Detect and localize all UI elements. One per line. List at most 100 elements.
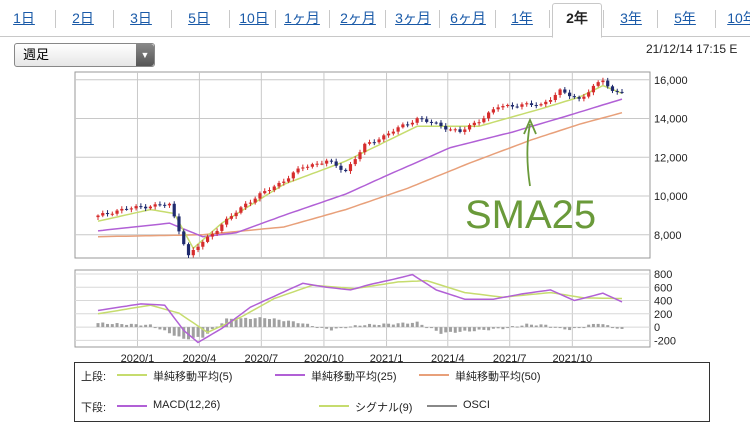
legend-lower-item-0: MACD(12,26) (153, 399, 221, 411)
candle-body (172, 203, 176, 217)
osci-bar (196, 327, 200, 337)
candle-body (429, 121, 434, 123)
osci-bar (206, 327, 210, 334)
osci-bar (472, 327, 476, 332)
price-y-tick-label: 10,000 (654, 191, 688, 203)
osci-bar (406, 323, 410, 328)
candle-body (520, 104, 524, 107)
candle-body (501, 106, 505, 108)
candle-body (548, 100, 553, 102)
osci-bar (453, 327, 457, 333)
candle-body (620, 91, 624, 93)
candle-body (363, 143, 367, 153)
tab-6[interactable]: 2ヶ月 (340, 10, 376, 26)
tab-separator (171, 10, 172, 28)
osci-bar (601, 324, 605, 328)
macd-y-tick-label: 400 (654, 296, 672, 308)
osci-bar (610, 327, 614, 329)
chart-legend: 上段: 下段: 単純移動平均(5) 単純移動平均(25) 単純移動平均(50) MACD(… (74, 362, 710, 422)
osci-bar (434, 327, 438, 331)
candle-body (382, 135, 386, 140)
tab-7[interactable]: 3ヶ月 (395, 10, 431, 26)
candle-body (210, 233, 214, 237)
osci-bar (348, 326, 352, 328)
osci-bar (382, 323, 386, 328)
legend-line-upper-0 (117, 374, 147, 376)
osci-bar (444, 327, 448, 333)
tab-5[interactable]: 1ヶ月 (284, 10, 320, 26)
candle-body (477, 122, 481, 124)
candle-body (453, 129, 457, 131)
candle-body (391, 131, 395, 134)
candle-body (258, 193, 262, 199)
candle-body (496, 107, 500, 110)
tab-2[interactable]: 3日 (130, 10, 152, 26)
candle-body (329, 160, 334, 162)
tab-separator (55, 10, 56, 28)
price-y-tick-label: 8,000 (654, 230, 682, 242)
candle-body (572, 96, 576, 98)
osci-bar (449, 327, 453, 332)
tab-separator (603, 10, 604, 28)
osci-bar (415, 321, 419, 328)
osci-bar (506, 327, 510, 329)
candle-body (239, 207, 243, 213)
legend-upper-item-0: 単純移動平均(5) (153, 371, 233, 383)
osci-bar (267, 318, 271, 328)
tab-separator (229, 10, 230, 28)
candle-body (529, 103, 534, 106)
tab-3[interactable]: 5日 (188, 10, 210, 26)
tab-separator (657, 10, 658, 28)
candle-body (610, 86, 615, 91)
candle-body (272, 186, 276, 191)
tab-1[interactable]: 2日 (72, 10, 94, 26)
candle-body (105, 213, 110, 215)
osci-bar (182, 327, 186, 339)
candle-body (515, 106, 519, 108)
osci-bar (529, 324, 533, 328)
candle-body (367, 142, 372, 144)
tab-0[interactable]: 1日 (13, 10, 35, 26)
candle-body (167, 203, 172, 206)
osci-bar (115, 323, 119, 328)
candle-body (253, 198, 257, 203)
legend-line-lower-0 (117, 405, 147, 407)
osci-bar (277, 319, 281, 328)
osci-bar (553, 326, 557, 328)
candle-body (282, 181, 286, 183)
osci-bar (101, 322, 105, 328)
tab-9[interactable]: 1年 (511, 10, 533, 26)
period-select[interactable]: 週足 ▼ (14, 43, 155, 67)
osci-bar (606, 325, 610, 328)
price-y-tick-label: 16,000 (654, 75, 688, 87)
osci-bar (468, 327, 472, 332)
tab-10[interactable]: 2年 (552, 3, 602, 38)
tab-12[interactable]: 5年 (674, 10, 696, 26)
macd-y-tick-label: 600 (654, 282, 672, 294)
osci-bar (396, 323, 400, 328)
osci-bar (201, 327, 205, 338)
legend-lower-item-2: OSCI (463, 399, 490, 411)
tab-11[interactable]: 3年 (620, 10, 642, 26)
osci-bar (263, 318, 267, 328)
sma25-line (97, 98, 623, 238)
chevron-down-icon: ▼ (136, 44, 154, 66)
tab-13[interactable]: 10年 (727, 10, 750, 26)
osci-bar (148, 324, 152, 328)
price-panel-frame (74, 71, 651, 259)
tab-separator (329, 10, 330, 28)
tab-8[interactable]: 6ヶ月 (450, 10, 486, 26)
macd-y-tick-label: 0 (654, 322, 660, 334)
osci-bar (544, 324, 548, 328)
osci-bar (229, 318, 233, 328)
candle-body (591, 85, 596, 93)
candle-body (201, 241, 205, 247)
osci-bar (234, 319, 238, 328)
candle-body (186, 244, 191, 256)
osci-bar (106, 323, 110, 328)
osci-bar (520, 325, 524, 328)
candle-body (120, 208, 124, 211)
tab-4[interactable]: 10日 (239, 10, 269, 26)
osci-bar (210, 327, 214, 330)
osci-bar (187, 327, 191, 340)
